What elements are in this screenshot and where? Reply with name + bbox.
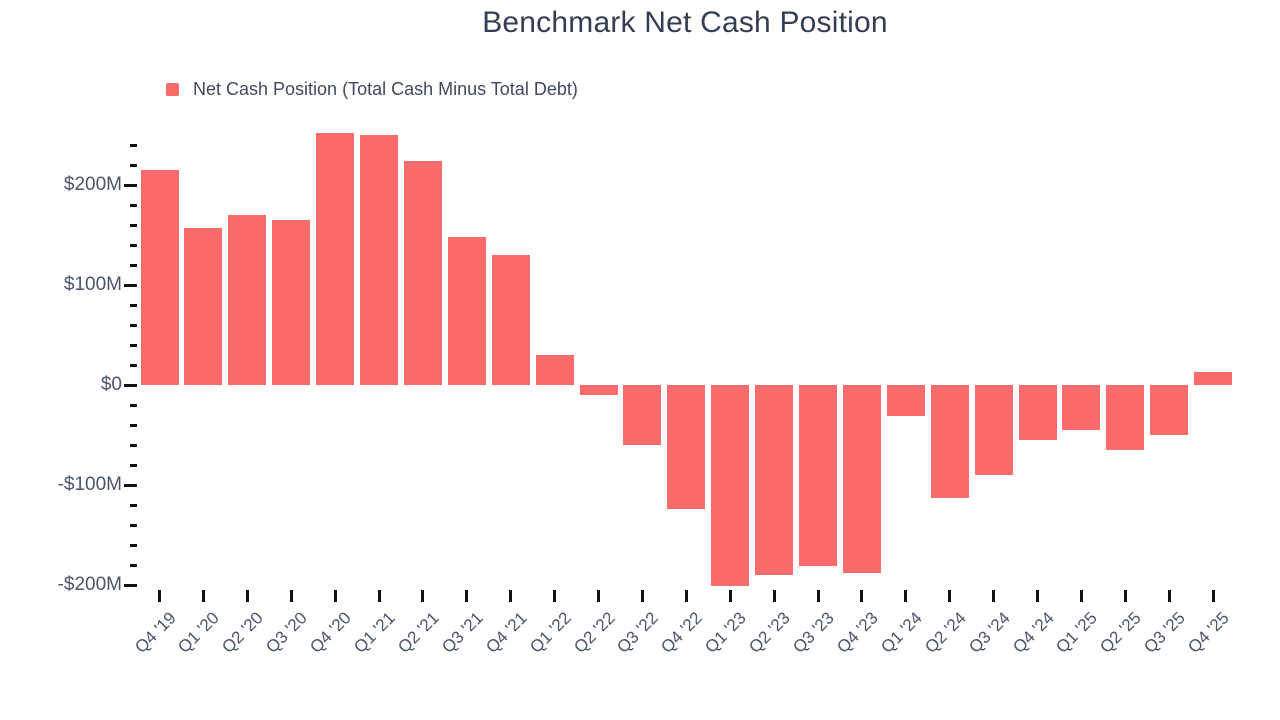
y-axis-minor-tick — [130, 203, 137, 207]
bar[interactable] — [272, 220, 311, 385]
y-axis-minor-tick — [130, 543, 137, 547]
bar[interactable] — [403, 161, 442, 385]
bar[interactable] — [1194, 372, 1233, 385]
y-axis-minor-tick — [130, 443, 137, 447]
y-axis-major-tick — [124, 583, 137, 587]
y-axis-minor-tick — [130, 243, 137, 247]
x-axis-tick — [201, 590, 205, 602]
x-axis-tick — [1036, 590, 1039, 602]
y-axis-minor-tick — [130, 163, 137, 167]
bar[interactable] — [579, 385, 618, 395]
x-axis-tick — [1123, 590, 1127, 602]
bar[interactable] — [1062, 385, 1101, 430]
bar[interactable] — [799, 385, 837, 566]
y-axis-label: $0 — [100, 374, 122, 395]
legend-item[interactable]: Net Cash Position (Total Cash Minus Tota… — [166, 79, 578, 100]
y-axis-minor-tick — [130, 563, 137, 567]
x-axis-tick — [553, 590, 557, 602]
y-axis-label: -$200M — [57, 574, 122, 595]
bar[interactable] — [491, 255, 530, 385]
bar[interactable] — [667, 385, 706, 509]
y-axis-minor-tick — [130, 343, 137, 347]
x-axis-tick — [860, 590, 864, 602]
bar[interactable] — [711, 385, 750, 586]
x-axis-tick — [948, 590, 952, 602]
bar[interactable] — [623, 385, 662, 445]
legend-label: Net Cash Position (Total Cash Minus Tota… — [193, 79, 578, 99]
x-axis-tick — [158, 590, 161, 602]
legend-swatch-icon — [166, 83, 179, 96]
bar[interactable] — [535, 355, 574, 385]
x-axis-tick — [1167, 590, 1171, 602]
y-axis-minor-tick — [130, 223, 137, 227]
bar[interactable] — [184, 228, 223, 385]
bar[interactable] — [842, 385, 881, 573]
bar[interactable] — [447, 237, 486, 385]
x-axis-tick — [728, 590, 732, 602]
bar[interactable] — [140, 170, 179, 385]
y-axis-minor-tick — [130, 403, 137, 407]
x-axis-tick — [245, 590, 249, 602]
x-axis-tick — [509, 590, 513, 602]
x-axis-tick — [465, 590, 469, 602]
x-axis-tick — [640, 590, 644, 602]
y-axis-minor-tick — [130, 523, 137, 527]
bar[interactable] — [755, 385, 794, 575]
bar[interactable] — [1150, 385, 1189, 435]
bar[interactable] — [228, 215, 267, 385]
x-axis-tick — [597, 590, 600, 602]
bar[interactable] — [1018, 385, 1057, 440]
y-axis-minor-tick — [130, 143, 137, 147]
bar[interactable] — [316, 133, 355, 385]
x-axis-tick — [377, 590, 381, 602]
bar[interactable] — [1106, 385, 1145, 450]
y-axis-label: $200M — [63, 174, 122, 195]
y-axis-minor-tick — [130, 423, 137, 427]
bar[interactable] — [930, 385, 969, 498]
x-axis-tick — [333, 590, 337, 602]
x-axis-tick — [289, 590, 293, 602]
y-axis-minor-tick — [130, 303, 137, 307]
x-axis-tick — [816, 590, 820, 602]
x-axis-tick — [1079, 590, 1083, 602]
y-axis-minor-tick — [130, 263, 137, 267]
y-axis-label: -$100M — [57, 474, 122, 495]
y-axis-minor-tick — [130, 363, 137, 367]
y-axis-minor-tick — [130, 323, 137, 327]
y-axis-major-tick — [124, 383, 137, 387]
y-axis-minor-tick — [130, 463, 137, 467]
x-axis-tick — [421, 590, 425, 602]
chart-title: Benchmark Net Cash Position — [482, 6, 888, 39]
bar[interactable] — [974, 385, 1013, 475]
x-axis-tick — [684, 590, 688, 602]
bar[interactable] — [886, 385, 925, 416]
y-axis-label: $100M — [63, 274, 122, 295]
y-axis-major-tick — [124, 483, 137, 487]
x-axis-tick — [772, 590, 776, 602]
x-axis-tick — [1211, 590, 1215, 602]
bar[interactable] — [360, 135, 398, 385]
y-axis-major-tick — [124, 183, 137, 187]
x-axis-tick — [992, 590, 996, 602]
y-axis-major-tick — [124, 283, 137, 287]
y-axis-minor-tick — [130, 503, 137, 507]
x-axis-tick — [904, 590, 908, 602]
